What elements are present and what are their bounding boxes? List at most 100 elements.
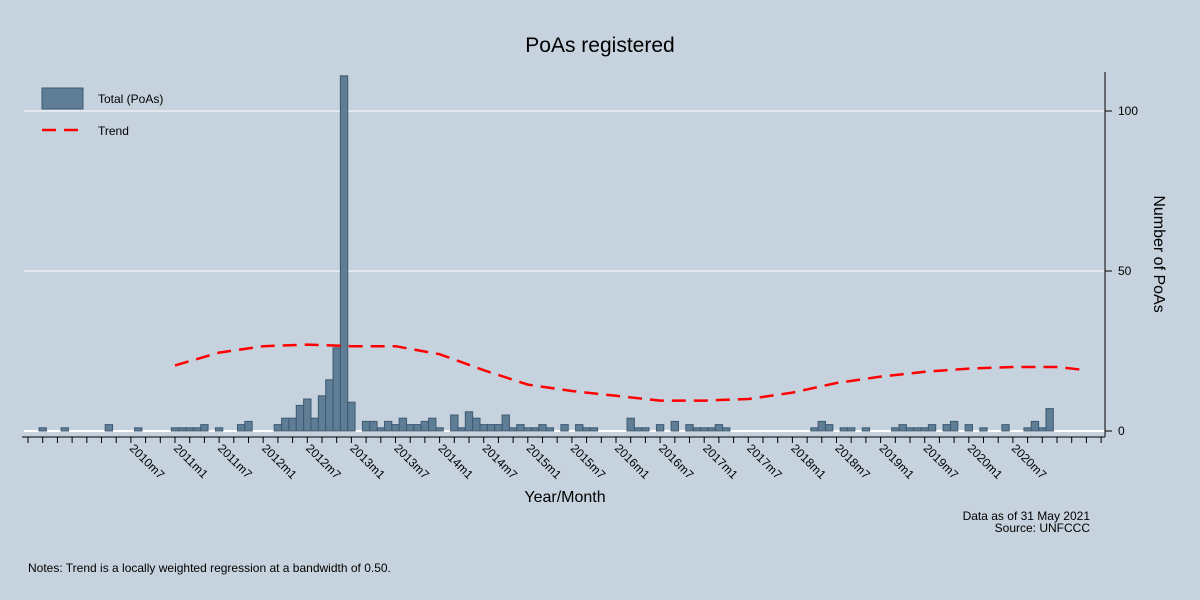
x-tick-label: 2016m1 — [612, 441, 653, 482]
x-tick-label: 2010m7 — [127, 441, 168, 482]
bar — [508, 427, 518, 432]
x-tick-label: 2016m7 — [656, 441, 697, 482]
bar — [288, 417, 297, 432]
bar — [501, 414, 510, 432]
x-tick-label: 2015m1 — [524, 441, 565, 482]
bar — [1001, 424, 1010, 432]
bar — [670, 420, 679, 432]
y-axis-label: Number of PoAs — [1150, 195, 1167, 312]
bar — [1045, 408, 1054, 432]
bar — [1038, 427, 1047, 432]
bar — [178, 427, 187, 432]
bar — [317, 395, 327, 432]
bar — [589, 427, 599, 432]
bar — [942, 424, 951, 432]
bar — [839, 427, 849, 432]
bar — [817, 420, 826, 432]
bar — [236, 424, 246, 432]
x-tick-label: 2020m1 — [965, 441, 1006, 482]
bar — [244, 420, 253, 432]
x-tick-label: 2012m1 — [259, 441, 300, 482]
bar — [486, 424, 496, 432]
bar — [361, 420, 371, 432]
bar — [192, 427, 202, 432]
legend-label-trend: Trend — [98, 124, 129, 138]
bar — [626, 417, 635, 432]
bar — [464, 411, 474, 432]
x-tick-label: 2019m1 — [876, 441, 917, 482]
bar — [200, 424, 209, 432]
source: Source: UNFCCC — [995, 521, 1091, 535]
legend-label-total: Total (PoAs) — [98, 92, 163, 106]
bar — [545, 427, 555, 432]
bar — [633, 427, 643, 432]
bar — [413, 424, 422, 432]
y-tick-label: 50 — [1118, 264, 1132, 278]
bar — [383, 420, 393, 432]
bar — [435, 427, 444, 432]
x-tick-label: 2018m7 — [832, 441, 873, 482]
bar — [824, 424, 834, 432]
bar — [391, 424, 400, 432]
bar — [1023, 427, 1032, 432]
bar — [575, 424, 584, 432]
y-tick-label: 0 — [1118, 424, 1125, 438]
bar — [38, 427, 47, 432]
x-tick-label: 2013m1 — [347, 441, 388, 482]
bar — [310, 417, 319, 432]
bar — [281, 417, 290, 432]
bar — [722, 427, 731, 432]
bar — [185, 427, 194, 432]
bar — [582, 427, 591, 432]
x-tick-label: 2013m7 — [391, 441, 432, 482]
y-tick-label: 100 — [1118, 104, 1138, 118]
x-tick-label: 2017m7 — [744, 441, 785, 482]
legend-bar-swatch — [41, 87, 84, 110]
y-axis: 0 50 100 — [1104, 72, 1138, 438]
x-axis-label: Year/Month — [524, 489, 605, 506]
x-tick-label: 2017m1 — [700, 441, 741, 482]
bar — [861, 427, 871, 432]
trend-line — [174, 343, 1087, 402]
bar — [325, 379, 334, 432]
bar — [479, 424, 488, 432]
bar — [420, 420, 430, 432]
x-tick-label: 2014m7 — [480, 441, 521, 482]
x-axis: 2010m7 2011m1 2011m7 2012m1 2012m7 2013m1 2013… — [22, 436, 1105, 482]
bar — [714, 424, 724, 432]
bar — [913, 427, 922, 432]
legend: Total (PoAs) Trend — [41, 87, 163, 138]
bar — [339, 75, 349, 432]
bar — [707, 427, 716, 432]
bar — [398, 417, 408, 432]
bar — [472, 417, 481, 432]
bar — [905, 427, 915, 432]
bar — [60, 427, 69, 432]
bar — [295, 404, 305, 432]
bar — [891, 427, 900, 432]
bar — [979, 427, 988, 432]
bar — [692, 427, 702, 432]
bar — [560, 424, 569, 432]
bar — [494, 424, 503, 432]
bar — [457, 427, 466, 432]
bar — [273, 424, 283, 432]
x-tick-label: 2020m7 — [1009, 441, 1050, 482]
grid-lines — [24, 110, 1105, 432]
x-tick-label: 2011m1 — [171, 441, 211, 481]
bar — [428, 417, 437, 432]
bar — [332, 347, 341, 432]
bar — [964, 424, 973, 432]
x-tick-label: 2018m1 — [788, 441, 829, 482]
bar — [847, 427, 856, 432]
bar — [1030, 420, 1040, 432]
chart-title: PoAs registered — [525, 34, 674, 57]
bar — [170, 427, 180, 432]
bar — [450, 414, 459, 432]
bar — [347, 401, 356, 432]
x-tick-label: 2015m7 — [568, 441, 609, 482]
bar — [303, 398, 312, 432]
bar — [530, 427, 540, 432]
bar — [920, 427, 929, 432]
